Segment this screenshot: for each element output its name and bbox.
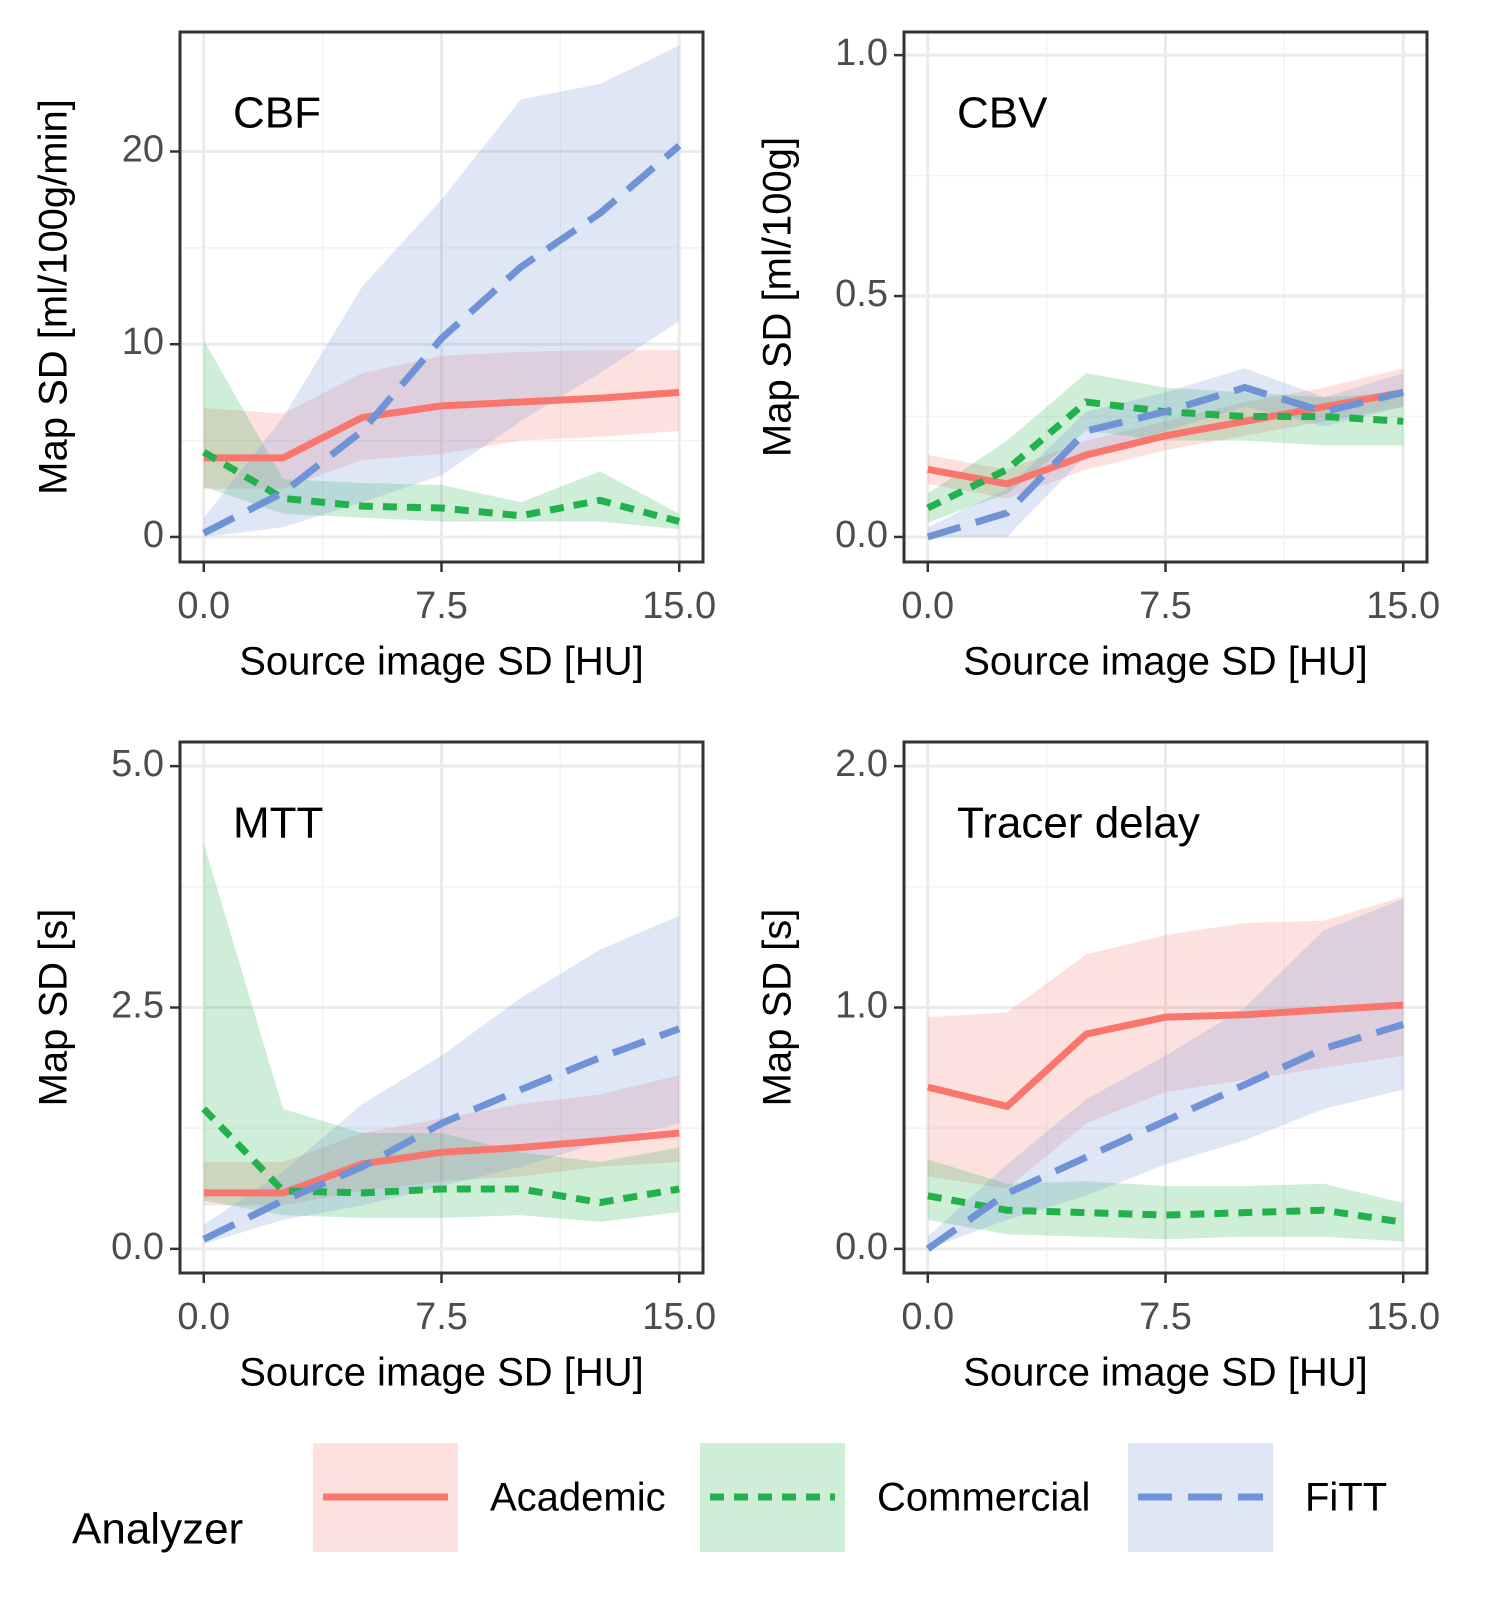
x-tick-label: 7.5 [1139,1296,1192,1338]
panel: 0.0 0.5 1.0 0.0 7.5 15.0 CBV Source image SD [H… [756,30,1440,684]
legend-label: FiTT [1305,1476,1387,1520]
x-tick-label: 0.0 [901,585,954,627]
y-axis-title: Map SD [ml/100g] [756,137,800,457]
x-axis-title: Source image SD [HU] [963,640,1368,684]
facet-label: CBV [957,89,1048,138]
y-tick-label: 0.0 [835,1226,888,1268]
legend-title: Analyzer [72,1505,243,1554]
legend-label: Academic [490,1476,666,1520]
ribbon [203,45,680,537]
ribbon [203,915,680,1245]
ribbon [927,898,1404,1249]
facet-label: CBF [233,89,321,138]
panel: 0.0 1.0 2.0 0.0 7.5 15.0 Tracer delay Source im… [756,740,1440,1395]
ribbon [927,896,1404,1189]
x-tick-label: 15.0 [642,1296,716,1338]
y-tick-label: 2.0 [835,743,888,785]
line [202,143,682,537]
y-tick-label: 2.5 [111,985,164,1027]
panel: 0 10 20 0.0 7.5 15.0 CBF Source image SD [HU] Ma… [32,30,716,684]
line [202,449,681,525]
line [201,1106,680,1207]
x-axis-title: Source image SD [HU] [239,1351,644,1395]
line [927,1192,1404,1226]
y-tick-label: 0 [143,514,164,556]
line [203,1129,680,1197]
line [203,388,680,462]
line [926,1001,1404,1111]
panel: 0.0 2.5 5.0 0.0 7.5 15.0 MTT Source image SD [H… [32,740,716,1395]
ribbon [203,843,680,1222]
legend-key-fill [700,1443,845,1552]
x-axis-title: Source image SD [HU] [239,640,644,684]
x-tick-label: 15.0 [1366,1296,1440,1338]
y-tick-label: 1.0 [835,985,888,1027]
facet-label: MTT [233,799,323,848]
line [925,1021,1405,1252]
x-tick-label: 0.0 [901,1296,954,1338]
ribbon [203,350,680,489]
line [202,1025,681,1243]
line [927,388,1404,488]
panel-border [902,740,1429,1275]
ribbon [927,368,1404,537]
x-tick-label: 0.0 [177,585,230,627]
facet-label: Tracer delay [957,799,1200,848]
x-tick-label: 15.0 [642,585,716,627]
y-axis-title: Map SD [s] [756,909,800,1107]
y-tick-label: 5.0 [111,743,164,785]
y-tick-label: 0.0 [111,1226,164,1268]
line [926,383,1405,541]
y-tick-label: 1.0 [835,32,888,74]
x-tick-label: 7.5 [415,585,468,627]
x-tick-label: 15.0 [1366,585,1440,627]
y-tick-label: 10 [122,321,164,363]
x-tick-label: 7.5 [1139,585,1192,627]
panel-border [902,30,1429,564]
ribbon [203,340,680,530]
y-tick-label: 0.5 [835,273,888,315]
x-axis-title: Source image SD [HU] [963,1351,1368,1395]
y-tick-label: 0.0 [835,514,888,556]
y-axis-title: Map SD [s] [32,909,76,1107]
ribbon [203,1075,680,1206]
ribbon [927,373,1404,523]
panel-border [178,30,705,564]
x-tick-label: 7.5 [415,1296,468,1338]
panel-border [178,740,705,1275]
legend-label: Commercial [877,1476,1090,1520]
x-tick-label: 0.0 [177,1296,230,1338]
ribbon [927,1159,1404,1242]
y-tick-label: 20 [122,129,164,171]
y-axis-title: Map SD [ml/100g/min] [32,99,76,495]
